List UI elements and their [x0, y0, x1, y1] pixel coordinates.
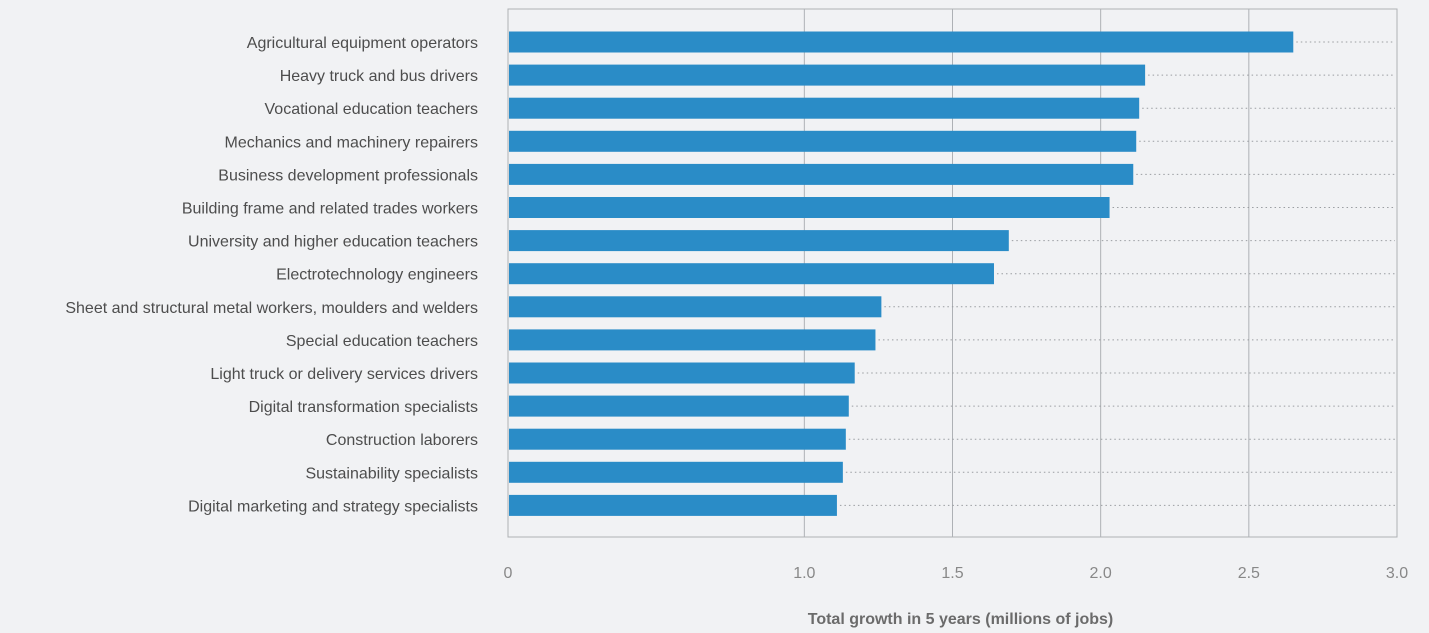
category-label: Digital marketing and strategy specialis… [188, 498, 478, 515]
category-label: Agricultural equipment operators [247, 35, 478, 52]
category-label: University and higher education teachers [188, 234, 478, 251]
category-labels: Agricultural equipment operators Heavy tr… [65, 35, 478, 515]
category-label: Building frame and related trades worker… [182, 201, 478, 218]
bar [509, 362, 855, 384]
bar [509, 163, 1134, 185]
bar [509, 97, 1140, 119]
category-label: Electrotechnology engineers [276, 267, 478, 284]
x-tick-labels: 0 1.0 1.5 2.0 2.5 3.0 [504, 565, 1409, 582]
bars [509, 31, 1294, 516]
x-tick-label: 0 [504, 565, 513, 582]
category-label: Light truck or delivery services drivers [210, 366, 478, 383]
bar [509, 428, 846, 450]
bar [509, 395, 849, 417]
bar [509, 329, 876, 351]
category-label: Mechanics and machinery repairers [225, 134, 478, 151]
category-label: Digital transformation specialists [249, 399, 478, 416]
x-tick-label: 1.0 [793, 565, 815, 582]
x-axis-title: Total growth in 5 years (millions of job… [808, 611, 1114, 628]
bar [509, 197, 1110, 218]
category-label: Construction laborers [326, 432, 478, 449]
x-tick-label: 1.5 [941, 565, 963, 582]
bar [509, 296, 882, 318]
bar [509, 461, 843, 483]
category-label: Sustainability specialists [305, 465, 478, 482]
category-label: Heavy truck and bus drivers [280, 68, 478, 85]
x-tick-label: 2.0 [1090, 565, 1112, 582]
bar [509, 64, 1146, 86]
category-label: Vocational education teachers [265, 101, 478, 118]
bar [509, 263, 994, 285]
category-label: Special education teachers [286, 333, 478, 350]
bar [509, 130, 1137, 152]
bar [509, 230, 1009, 252]
bar [509, 31, 1294, 53]
bar [509, 494, 837, 516]
x-tick-label: 3.0 [1386, 565, 1408, 582]
leader-lines [839, 41, 1395, 506]
category-label: Business development professionals [218, 167, 478, 184]
plot-frame [507, 8, 1398, 538]
x-tick-label: 2.5 [1238, 565, 1260, 582]
category-label: Sheet and structural metal workers, moul… [65, 300, 478, 317]
